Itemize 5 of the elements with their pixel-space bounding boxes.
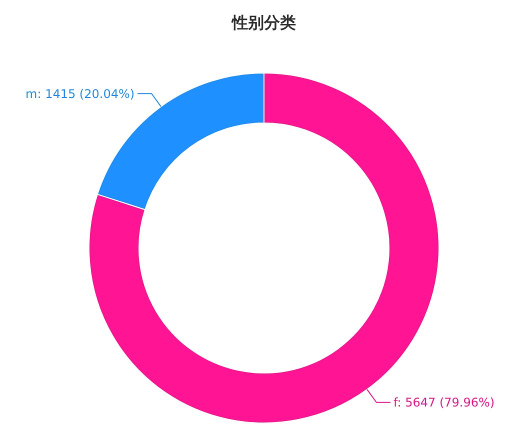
slice-label: m <box>26 86 38 101</box>
slice-label: f <box>393 396 398 410</box>
data-label: : 5647 (79.96%) <box>397 396 495 410</box>
chart-title: 性别分类 <box>231 13 296 32</box>
data-label: : 1415 (20.04%) <box>37 86 135 101</box>
